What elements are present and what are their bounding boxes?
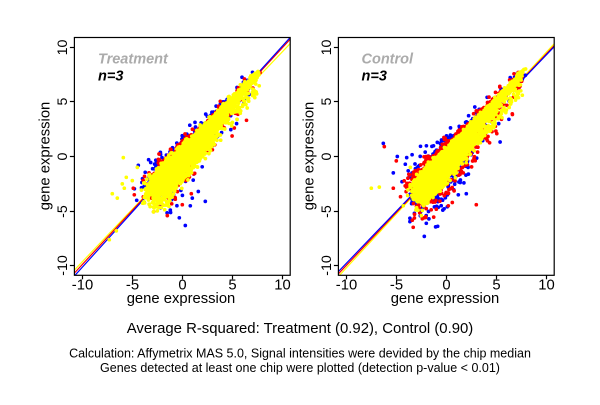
svg-text:5: 5 bbox=[55, 97, 71, 105]
svg-text:0: 0 bbox=[442, 277, 450, 293]
svg-text:-10: -10 bbox=[72, 277, 93, 293]
svg-text:n=3: n=3 bbox=[98, 68, 123, 84]
svg-text:Average R-squared: Treatment (: Average R-squared: Treatment (0.92), Con… bbox=[127, 321, 474, 337]
svg-text:10: 10 bbox=[274, 277, 290, 293]
svg-text:gene expression: gene expression bbox=[127, 291, 236, 307]
svg-text:-5: -5 bbox=[319, 205, 335, 218]
svg-text:5: 5 bbox=[492, 277, 500, 293]
svg-text:-5: -5 bbox=[390, 277, 403, 293]
svg-text:-5: -5 bbox=[55, 205, 71, 218]
svg-text:Control: Control bbox=[362, 52, 415, 68]
svg-text:Genes detected at least one ch: Genes detected at least one chip were pl… bbox=[100, 361, 500, 375]
svg-text:gene expression: gene expression bbox=[38, 102, 54, 211]
svg-text:gene expression: gene expression bbox=[391, 291, 500, 307]
svg-text:0: 0 bbox=[319, 152, 335, 160]
svg-text:5: 5 bbox=[228, 277, 236, 293]
svg-text:5: 5 bbox=[319, 97, 335, 105]
svg-text:-10: -10 bbox=[336, 277, 357, 293]
svg-text:-5: -5 bbox=[126, 277, 139, 293]
svg-text:0: 0 bbox=[178, 277, 186, 293]
svg-text:10: 10 bbox=[55, 40, 71, 56]
svg-text:10: 10 bbox=[319, 40, 335, 56]
svg-text:10: 10 bbox=[538, 277, 554, 293]
svg-text:-10: -10 bbox=[55, 255, 71, 276]
svg-text:Treatment: Treatment bbox=[98, 52, 169, 68]
svg-text:n=3: n=3 bbox=[362, 68, 387, 84]
svg-text:gene expression: gene expression bbox=[302, 102, 318, 211]
svg-text:Calculation: Affymetrix MAS 5.: Calculation: Affymetrix MAS 5.0, Signal … bbox=[69, 346, 531, 360]
svg-text:-10: -10 bbox=[319, 255, 335, 276]
svg-text:0: 0 bbox=[55, 152, 71, 160]
